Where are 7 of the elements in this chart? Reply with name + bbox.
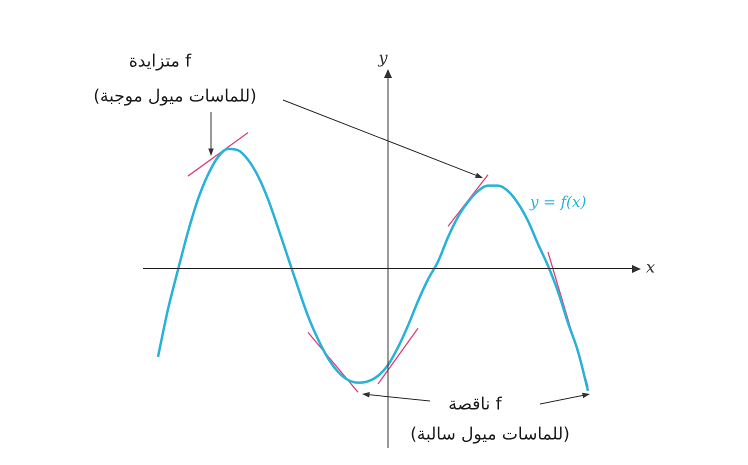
x-axis-title: x [646, 258, 656, 277]
text: (للماسات ميول سالبة) [410, 424, 570, 444]
text: f ناقصة [448, 394, 503, 414]
y-axis-title: y [377, 48, 388, 68]
text: (للماسات ميول موجبة) [93, 86, 257, 106]
text: f متزايدة [128, 51, 192, 72]
series-label: y = f(x) [529, 192, 586, 211]
